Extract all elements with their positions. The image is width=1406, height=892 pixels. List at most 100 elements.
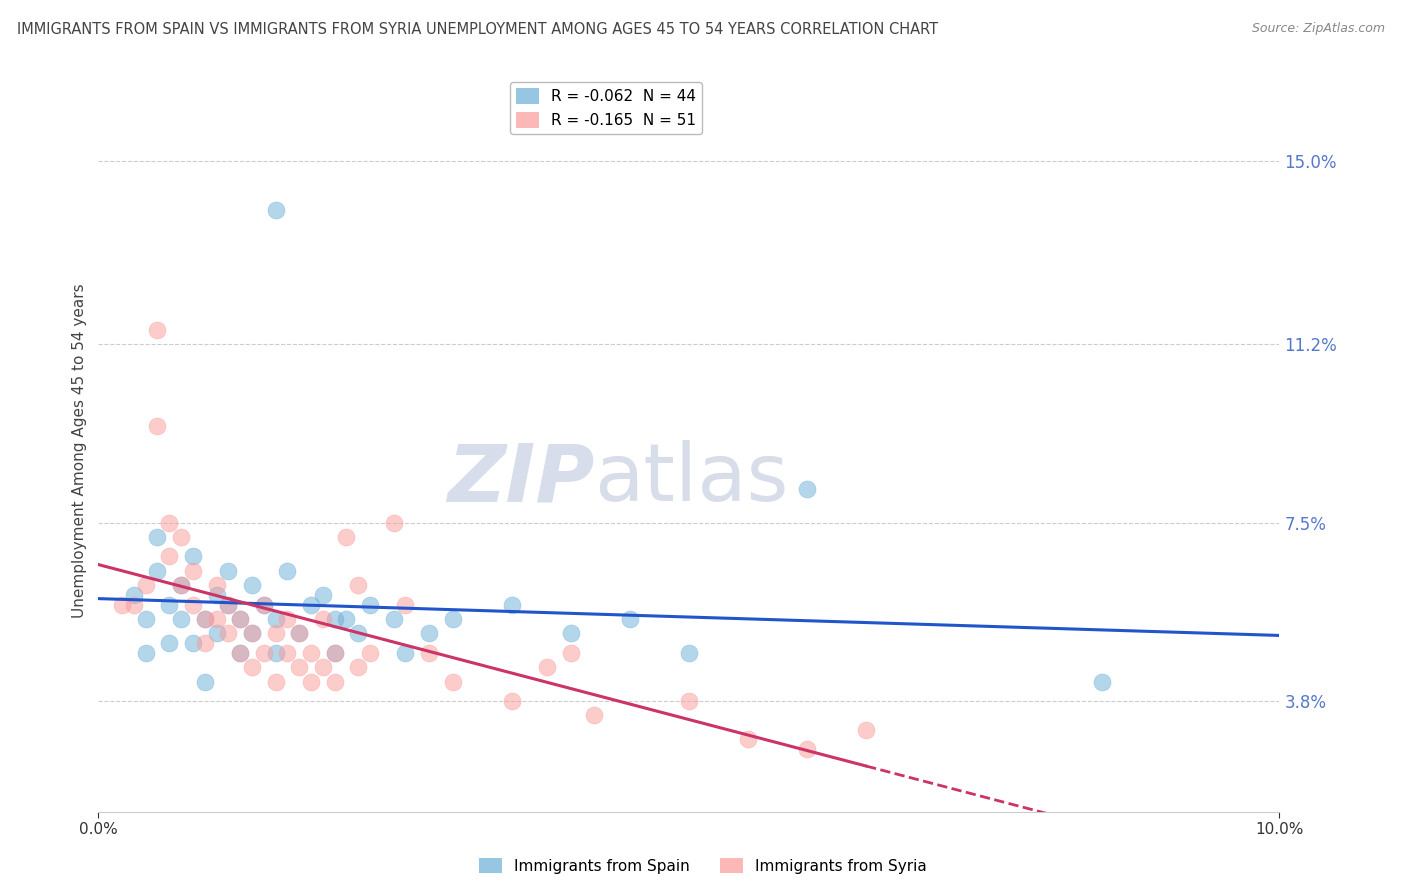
Point (240, 578, 263, 592)
Point (312, 612, 335, 626)
Point (347, 660, 370, 674)
Point (146, 530, 169, 544)
Point (323, 674, 346, 689)
Point (194, 612, 217, 626)
Point (240, 626, 263, 640)
Point (418, 626, 440, 640)
Point (299, 598, 322, 612)
Point (796, 482, 818, 496)
Point (205, 626, 228, 640)
Point (181, 598, 204, 612)
Point (394, 646, 416, 660)
Point (501, 694, 523, 708)
Point (347, 626, 370, 640)
Text: Source: ZipAtlas.com: Source: ZipAtlas.com (1251, 22, 1385, 36)
Point (560, 646, 582, 660)
Point (359, 598, 381, 612)
Point (205, 612, 228, 626)
Legend: R = -0.062  N = 44, R = -0.165  N = 51: R = -0.062 N = 44, R = -0.165 N = 51 (510, 82, 703, 134)
Point (312, 588, 335, 602)
Text: atlas: atlas (595, 441, 789, 518)
Point (146, 419, 169, 434)
Legend: Immigrants from Spain, Immigrants from Syria: Immigrants from Spain, Immigrants from S… (472, 852, 934, 880)
Text: ZIP: ZIP (447, 441, 595, 518)
Point (194, 612, 217, 626)
Y-axis label: Unemployment Among Ages 45 to 54 years: Unemployment Among Ages 45 to 54 years (72, 283, 87, 618)
Point (264, 202, 287, 217)
Point (157, 516, 180, 530)
Point (229, 646, 252, 660)
Point (382, 516, 405, 530)
Point (157, 549, 180, 564)
Point (229, 612, 252, 626)
Point (135, 646, 157, 660)
Point (170, 578, 193, 592)
Point (441, 612, 464, 626)
Point (229, 612, 252, 626)
Point (217, 598, 239, 612)
Point (678, 646, 700, 660)
Point (146, 564, 169, 578)
Point (170, 578, 193, 592)
Point (217, 564, 239, 578)
Point (217, 626, 239, 640)
Point (737, 732, 759, 747)
Point (157, 636, 180, 650)
Point (560, 626, 582, 640)
Point (382, 612, 405, 626)
Point (359, 646, 381, 660)
Point (288, 660, 311, 674)
Point (276, 564, 298, 578)
Point (264, 674, 287, 689)
Point (253, 598, 276, 612)
Point (122, 588, 145, 602)
Point (347, 578, 370, 592)
Point (536, 660, 558, 674)
Point (335, 612, 357, 626)
Point (583, 708, 606, 723)
Point (194, 674, 217, 689)
Point (335, 530, 357, 544)
Point (796, 742, 818, 756)
Point (170, 530, 193, 544)
Point (323, 646, 346, 660)
Point (299, 646, 322, 660)
Point (501, 598, 523, 612)
Point (146, 323, 169, 337)
Point (135, 578, 157, 592)
Point (205, 588, 228, 602)
Point (678, 694, 700, 708)
Point (217, 598, 239, 612)
Point (122, 598, 145, 612)
Point (240, 660, 263, 674)
Point (181, 636, 204, 650)
Point (264, 612, 287, 626)
Point (276, 646, 298, 660)
Point (157, 598, 180, 612)
Point (170, 612, 193, 626)
Point (253, 646, 276, 660)
Point (240, 626, 263, 640)
Point (312, 660, 335, 674)
Point (299, 674, 322, 689)
Point (394, 598, 416, 612)
Point (619, 612, 641, 626)
Point (418, 646, 440, 660)
Text: IMMIGRANTS FROM SPAIN VS IMMIGRANTS FROM SYRIA UNEMPLOYMENT AMONG AGES 45 TO 54 : IMMIGRANTS FROM SPAIN VS IMMIGRANTS FROM… (17, 22, 938, 37)
Point (1091, 674, 1114, 689)
Point (264, 626, 287, 640)
Point (264, 646, 287, 660)
Point (229, 646, 252, 660)
Point (855, 723, 877, 737)
Point (205, 578, 228, 592)
Point (135, 612, 157, 626)
Point (323, 646, 346, 660)
Point (288, 626, 311, 640)
Point (288, 626, 311, 640)
Point (111, 598, 134, 612)
Point (253, 598, 276, 612)
Point (276, 612, 298, 626)
Point (323, 612, 346, 626)
Point (441, 674, 464, 689)
Point (194, 636, 217, 650)
